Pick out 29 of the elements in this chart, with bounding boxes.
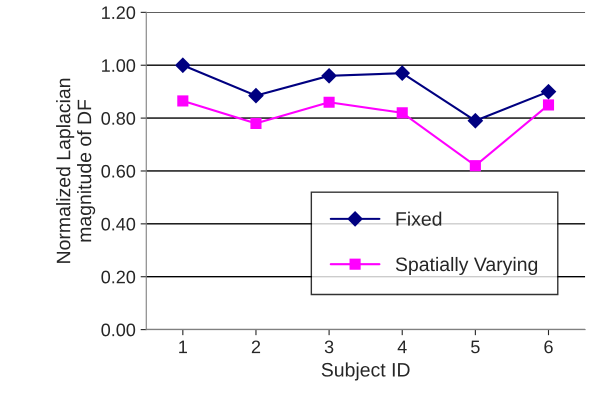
x-tick-label: 3 [324, 340, 334, 354]
y-tick-label: 0.80 [101, 112, 136, 125]
point [250, 118, 262, 129]
point [322, 68, 337, 84]
y-tick-label: 0.40 [101, 218, 136, 231]
x-tick-label: 2 [252, 340, 260, 354]
point [396, 107, 408, 118]
point [540, 84, 556, 100]
point [248, 88, 264, 104]
point [470, 160, 481, 172]
point [324, 96, 335, 108]
x-tick-label: 5 [471, 340, 480, 354]
point [542, 99, 554, 110]
y-tick-label: 1.20 [102, 6, 136, 20]
y-tick-label: 0.00 [101, 324, 136, 336]
y-tick-label: 0.20 [101, 270, 136, 284]
y-axis-title: Normalized Laplacian magnitude of DF [56, 78, 96, 263]
x-tick-label: 6 [544, 340, 553, 354]
legend-label: Spatially Varying [396, 256, 538, 276]
x-tick-label: 4 [398, 340, 407, 354]
x-axis-title: Subject ID [322, 362, 410, 381]
x-tick-label: 1 [179, 340, 187, 354]
point [394, 66, 410, 81]
legend-label: Fixed [396, 212, 442, 226]
y-tick-label: 0.60 [101, 164, 136, 178]
y-tick-label: 1.00 [102, 59, 136, 72]
point [468, 113, 483, 128]
point [175, 58, 190, 73]
point [177, 95, 188, 106]
